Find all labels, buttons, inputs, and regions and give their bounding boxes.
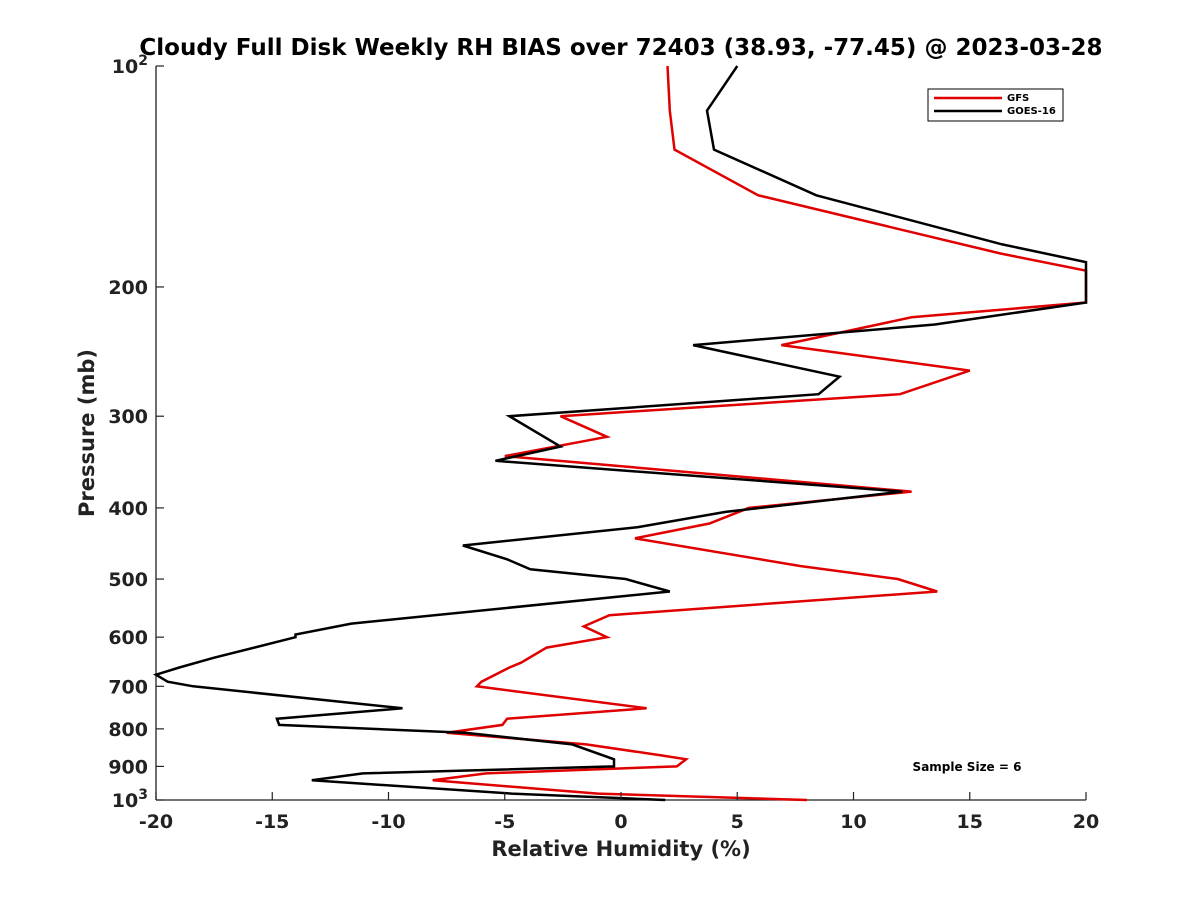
x-tick-label: -15 [255,811,289,833]
chart-title: Cloudy Full Disk Weekly RH BIAS over 724… [139,35,1102,61]
x-axis-label: Relative Humidity (%) [491,837,750,861]
x-tick-label: 15 [957,811,983,833]
y-axis-label: Pressure (mb) [75,349,99,517]
x-tick-label: 0 [614,811,627,833]
sample-size-annotation: Sample Size = 6 [913,760,1022,774]
y-tick-label: 400 [108,498,148,520]
series-line-goes16 [152,65,1088,802]
y-tick-label: 600 [108,627,148,649]
x-tick-label: -5 [494,811,515,833]
x-tick-label: 5 [731,811,744,833]
x-tick-label: -10 [371,811,405,833]
plot-frame [155,66,1086,801]
x-tick-label: -20 [139,811,173,833]
y-tick-label: 700 [108,676,148,698]
y-tick-label: 102 [112,53,148,78]
y-axis-ticks: 102 200 300 400 500 600 700 800 900 103 [108,53,164,812]
x-tick-label: 20 [1073,811,1099,833]
y-tick-label: 500 [108,569,148,591]
y-tick-label: 900 [108,756,148,778]
series-line-gfs [432,65,1088,802]
x-tick-label: 10 [840,811,866,833]
y-tick-label: 800 [108,719,148,741]
x-axis-ticks: -20 -15 -10 -5 0 5 10 15 20 [139,792,1099,833]
y-tick-label: 200 [108,277,148,299]
legend-label-goes16: GOES-16 [1007,106,1056,117]
y-tick-label: 300 [108,406,148,428]
legend-label-gfs: GFS [1007,93,1029,104]
series-layer [152,65,1088,802]
y-tick-label: 103 [112,787,148,812]
legend-box [927,88,1064,122]
legend: GFS GOES-16 [927,88,1064,122]
